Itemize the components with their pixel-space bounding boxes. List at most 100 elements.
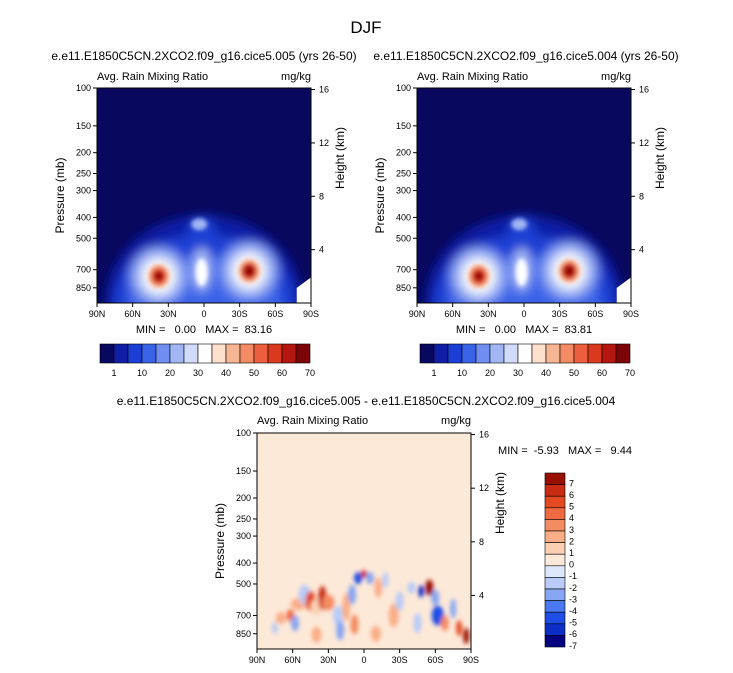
colorbar-label: 3 (569, 525, 574, 535)
colorbar-swatch (544, 611, 566, 625)
y-tick-label: 700 (76, 265, 91, 275)
y-tick-label: 200 (76, 148, 91, 158)
colorbar-label: -3 (569, 594, 577, 604)
surface-mask (296, 277, 311, 303)
colorbar-label: 10 (457, 368, 467, 378)
colorbar-swatch (169, 343, 185, 364)
anomaly-cell (361, 570, 367, 579)
colorbar-swatch (601, 343, 617, 364)
colorbar-swatch (225, 343, 241, 364)
anomaly-cell (350, 614, 359, 635)
y-right-tick-label: 8 (639, 191, 644, 201)
rain-plume (511, 218, 528, 231)
y-tick-label: 500 (76, 233, 91, 243)
x-tick-label: 60S (427, 655, 443, 665)
colorbar-swatch (587, 343, 603, 364)
x-tick-label: 30S (232, 309, 248, 319)
anomaly-cell (271, 622, 278, 635)
colorbar-swatch (141, 343, 157, 364)
panel-2-title: e.e11.E1850C5CN.2XCO2.f09_g16.cice5.004 … (373, 49, 678, 63)
colorbar-swatch (531, 343, 547, 364)
colorbar-swatch (239, 343, 255, 364)
x-tick-label: 90S (623, 309, 639, 319)
y-right-tick-label: 4 (479, 590, 484, 600)
colorbar-swatch (211, 343, 227, 364)
y-tick-label: 100 (236, 428, 251, 438)
y-tick-label: 500 (396, 233, 411, 243)
y-tick-label: 100 (76, 83, 91, 93)
x-tick-label: 60N (444, 309, 461, 319)
anomaly-cell (425, 579, 434, 596)
colorbar-swatch (544, 530, 566, 543)
colorbar-swatch (573, 343, 589, 364)
colorbar-swatch (545, 343, 561, 364)
y-tick-label: 500 (236, 579, 251, 589)
colorbar-swatch (433, 343, 449, 364)
y-right-tick-label: 8 (319, 191, 324, 201)
colorbar-label: -1 (569, 571, 577, 581)
y-right-tick-label: 12 (479, 483, 489, 493)
anomaly-cell (418, 585, 425, 598)
y-tick-label: 700 (236, 611, 251, 621)
anomaly-cell (322, 594, 335, 611)
rain-peak-contour (156, 273, 162, 280)
x-tick-label: 60N (124, 309, 141, 319)
colorbar-label: -6 (569, 629, 577, 639)
rain-peak-contour (476, 273, 482, 280)
x-tick-label: 90S (303, 309, 319, 319)
colorbar-swatch (517, 343, 533, 364)
anomaly-cell (456, 620, 463, 637)
x-tick-label: 0 (521, 309, 526, 319)
colorbar-label: 20 (485, 368, 495, 378)
y-right-tick-label: 12 (319, 138, 329, 148)
anomaly-cell (431, 605, 444, 626)
colorbar-swatch (544, 635, 566, 648)
x-tick-label: 0 (361, 655, 366, 665)
anomaly-cell (365, 572, 374, 585)
x-tick-label: 60N (284, 655, 301, 665)
panel-1-title: e.e11.E1850C5CN.2XCO2.f09_g16.cice5.005 … (51, 49, 356, 63)
panel-2: e.e11.E1850C5CN.2XCO2.f09_g16.cice5.004 … (373, 49, 679, 378)
rain-peak-contour (246, 267, 253, 275)
panel-1-subtitle-right: mg/kg (281, 71, 311, 83)
panel-1-stats: MIN = 0.00 MAX = 83.16 (136, 324, 272, 336)
y-tick-label: 400 (76, 212, 91, 222)
colorbar-swatch (559, 343, 575, 364)
colorbar-swatch (544, 542, 566, 555)
colorbar-label: 60 (277, 368, 287, 378)
y-right-tick-label: 16 (319, 85, 329, 95)
y-tick-label: 700 (396, 265, 411, 275)
anomaly-cell (311, 626, 322, 643)
anomaly-cell (388, 603, 399, 628)
y-right-tick-label: 16 (479, 430, 489, 440)
colorbar-label: 2 (569, 536, 574, 546)
y-tick-label: 100 (396, 83, 411, 93)
panel-2-stats: MIN = 0.00 MAX = 83.81 (456, 324, 592, 336)
colorbar-label: 30 (193, 368, 203, 378)
colorbar-swatch (475, 343, 491, 364)
anomaly-cell (440, 615, 449, 632)
y-tick-label: 850 (236, 629, 251, 639)
rain-plume (191, 218, 208, 231)
x-tick-label: 30N (480, 309, 497, 319)
x-tick-label: 90S (463, 655, 479, 665)
colorbar-label: 0 (569, 560, 574, 570)
colorbar-label: 6 (569, 490, 574, 500)
colorbar-swatch (544, 495, 566, 509)
anomaly-cell (431, 589, 440, 606)
colorbar-label: -4 (569, 606, 577, 616)
y-axis-label: Pressure (mb) (53, 157, 67, 233)
y-axis-label: Pressure (mb) (213, 503, 227, 579)
y-tick-label: 300 (236, 531, 251, 541)
anomaly-cell (382, 572, 389, 589)
colorbar-swatch (544, 623, 566, 636)
colorbar-swatch (544, 472, 566, 485)
y-tick-label: 400 (396, 212, 411, 222)
colorbar-label: 4 (569, 513, 574, 523)
page-title: DJF (350, 18, 381, 37)
colorbar-label: 1 (431, 368, 436, 378)
colorbar-swatch (544, 484, 566, 497)
colorbar-label: -7 (569, 641, 577, 651)
x-tick-label: 60S (267, 309, 283, 319)
